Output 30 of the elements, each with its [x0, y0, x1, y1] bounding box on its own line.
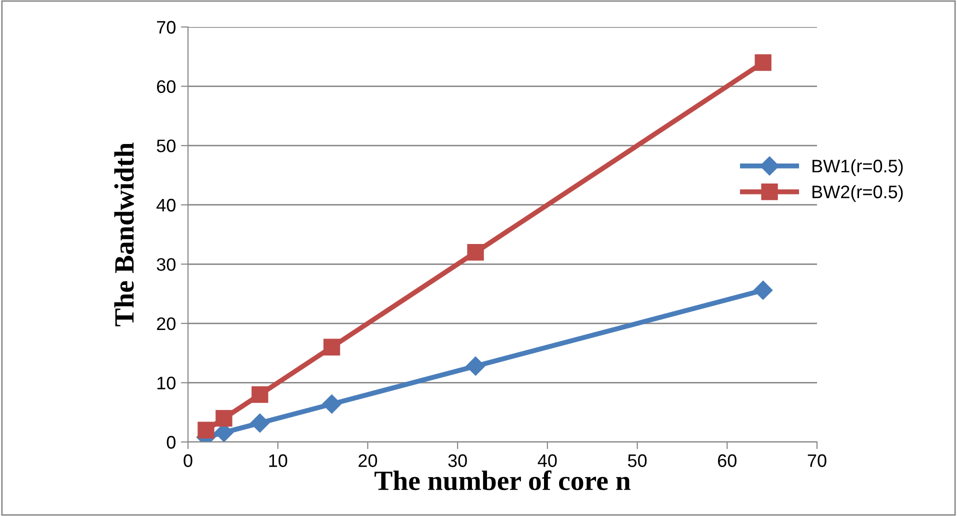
x-tick-label: 30: [448, 454, 467, 468]
point: [216, 410, 232, 427]
y-axis-title: The Bandwidth: [114, 142, 134, 326]
y-tick-label: 60: [157, 80, 176, 94]
x-axis-title: The number of core n: [374, 470, 630, 490]
point: [252, 386, 268, 403]
legend-label: BW2(r=0.5): [812, 185, 903, 202]
point: [198, 422, 214, 438]
y-tick-label: 10: [157, 376, 176, 390]
x-tick-label: 60: [718, 454, 736, 468]
x-tick-label: 0: [184, 454, 192, 468]
point: [754, 54, 772, 71]
y-tick-label: 30: [156, 258, 176, 271]
y-tick-label: 20: [157, 317, 176, 330]
y-tick-label: 0: [166, 436, 176, 449]
x-tick-label: 10: [269, 454, 288, 468]
legend-label: BW1(r=0.5): [812, 159, 903, 176]
point: [323, 338, 340, 356]
x-tick-label: 40: [538, 454, 557, 468]
y-tick-label: 50: [156, 140, 176, 152]
x-tick-label: 20: [358, 454, 378, 468]
point: [467, 244, 484, 261]
point: [754, 280, 773, 300]
x-tick-label: 70: [808, 454, 826, 468]
y-tick-label: 40: [156, 198, 176, 212]
x-tick-label: 50: [628, 454, 647, 468]
point: [250, 413, 270, 433]
point: [322, 394, 342, 414]
point: [466, 356, 486, 376]
y-tick-label: 70: [157, 20, 176, 34]
